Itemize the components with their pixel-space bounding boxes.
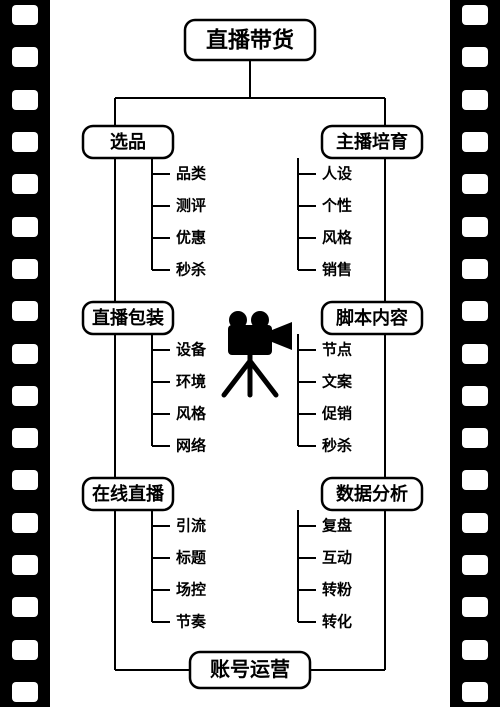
- item-right-1-0: 节点: [322, 341, 352, 359]
- sprocket: [462, 301, 488, 321]
- sprocket: [12, 386, 38, 406]
- sprocket: [462, 5, 488, 25]
- item-left-2-0: 引流: [176, 517, 206, 535]
- item-right-1-2: 促销: [321, 405, 352, 423]
- sprocket: [12, 301, 38, 321]
- section-right-1-label: 脚本内容: [336, 307, 408, 328]
- sprocket: [462, 90, 488, 110]
- item-left-0-2: 优惠: [176, 229, 206, 247]
- item-right-2-1: 互动: [322, 549, 352, 567]
- sprocket: [12, 555, 38, 575]
- item-left-1-1: 环境: [176, 373, 206, 391]
- film-strip-right: [450, 0, 500, 707]
- sprocket: [462, 132, 488, 152]
- sprocket: [462, 386, 488, 406]
- sprocket: [462, 470, 488, 490]
- stage: 直播带货账号运营选品主播培育品类测评优惠秒杀人设个性风格销售直播包装脚本内容设备…: [0, 0, 500, 707]
- sprocket: [462, 217, 488, 237]
- sprocket: [12, 640, 38, 660]
- item-left-0-0: 品类: [176, 165, 207, 183]
- item-right-0-1: 个性: [321, 197, 352, 215]
- title-box-label: 直播带货: [206, 28, 294, 53]
- film-strip-left: [0, 0, 50, 707]
- item-right-0-0: 人设: [322, 166, 352, 183]
- sprocket: [12, 344, 38, 364]
- sprocket: [462, 597, 488, 617]
- sprocket: [12, 217, 38, 237]
- diagram-svg: 直播带货账号运营选品主播培育品类测评优惠秒杀人设个性风格销售直播包装脚本内容设备…: [50, 0, 450, 707]
- item-right-2-2: 转粉: [322, 581, 352, 599]
- section-right-0-label: 主播培育: [336, 131, 408, 152]
- sprocket: [12, 47, 38, 67]
- item-left-1-2: 风格: [176, 405, 207, 423]
- section-left-0-label: 选品: [110, 132, 146, 152]
- sprocket: [462, 428, 488, 448]
- sprocket: [462, 640, 488, 660]
- item-right-2-0: 复盘: [321, 517, 352, 535]
- sprocket: [12, 428, 38, 448]
- sprocket: [12, 597, 38, 617]
- sprocket: [12, 132, 38, 152]
- sprocket: [12, 5, 38, 25]
- item-right-0-3: 销售: [322, 261, 352, 279]
- sprocket: [12, 174, 38, 194]
- sprocket: [462, 555, 488, 575]
- item-right-1-1: 文案: [322, 373, 353, 391]
- item-left-1-3: 网络: [176, 437, 206, 455]
- sprocket: [462, 47, 488, 67]
- item-left-2-1: 标题: [175, 549, 207, 567]
- sprocket: [462, 344, 488, 364]
- section-left-1-label: 直播包装: [92, 307, 164, 328]
- section-left-2-label: 在线直播: [92, 483, 165, 504]
- sprocket: [462, 259, 488, 279]
- section-right-2-label: 数据分析: [336, 483, 408, 504]
- sprocket: [12, 259, 38, 279]
- item-right-0-2: 风格: [322, 229, 353, 247]
- item-left-2-2: 场控: [176, 581, 206, 599]
- item-left-2-3: 节奏: [176, 613, 207, 631]
- item-right-2-3: 转化: [322, 613, 352, 631]
- sprocket: [462, 682, 488, 702]
- item-left-0-3: 秒杀: [176, 261, 206, 279]
- item-right-1-3: 秒杀: [322, 437, 352, 455]
- item-left-0-1: 测评: [176, 197, 206, 215]
- footer-box-label: 账号运营: [210, 657, 290, 681]
- sprocket: [462, 513, 488, 533]
- item-left-1-0: 设备: [176, 341, 207, 359]
- sprocket: [12, 470, 38, 490]
- sprocket: [12, 682, 38, 702]
- sprocket: [12, 513, 38, 533]
- sprocket: [12, 90, 38, 110]
- camera-icon: [224, 311, 292, 395]
- sprocket: [462, 174, 488, 194]
